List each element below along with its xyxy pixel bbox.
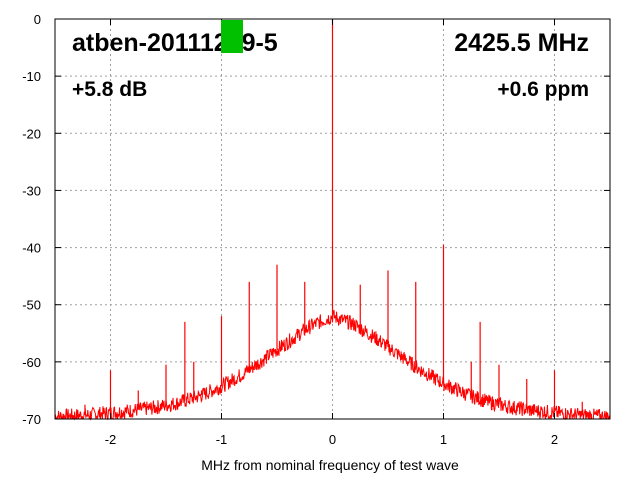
y-tick-label: -70: [22, 412, 41, 427]
level-label: +5.8 dB: [72, 78, 147, 101]
x-tick-label: -1: [216, 432, 228, 447]
status-marker: [221, 20, 243, 53]
x-tick-label: 0: [329, 432, 336, 447]
y-tick-label: -60: [22, 355, 41, 370]
noise-floor-trace: [54, 309, 611, 421]
frequency-label: 2425.5 MHz: [454, 29, 589, 57]
y-tick-label: -30: [22, 183, 41, 198]
y-tick-label: -50: [22, 298, 41, 313]
device-label: atben-20111219-5: [72, 29, 278, 57]
x-tick-label: 1: [440, 432, 447, 447]
axis-ticks: 0-10-20-30-40-50-60-70-2 -1 0 1 2: [22, 12, 610, 447]
trace-layer: [54, 19, 611, 421]
y-tick-label: -20: [22, 126, 41, 141]
y-tick-label: -10: [22, 69, 41, 84]
x-axis-label: MHz from nominal frequency of test wave: [201, 457, 459, 473]
y-tick-label: -40: [22, 241, 41, 256]
x-tick-label: 2: [551, 432, 558, 447]
x-tick-label: -2: [105, 432, 117, 447]
y-tick-label: 0: [34, 12, 41, 27]
ppm-offset-label: +0.6 ppm: [497, 78, 589, 101]
